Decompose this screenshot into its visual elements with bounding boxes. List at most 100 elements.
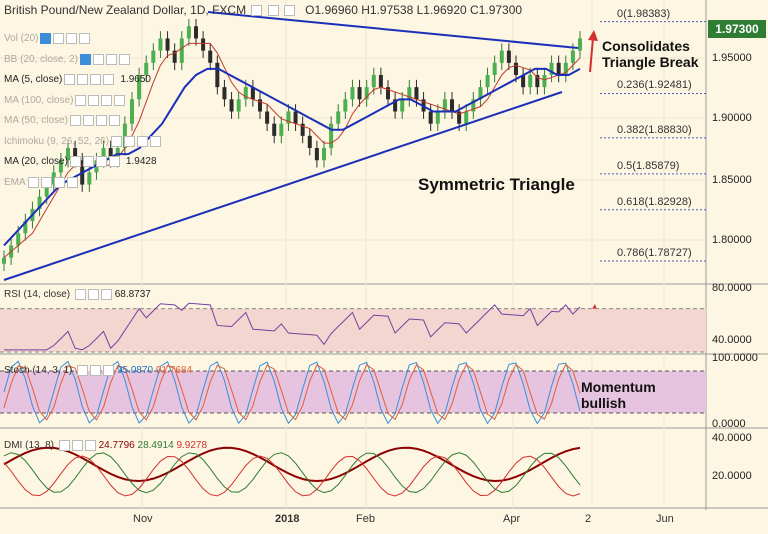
- stoch-k-line: [3, 360, 581, 425]
- close-icon[interactable]: [108, 156, 120, 167]
- indicator-legend-item[interactable]: BB (20, close, 2): [4, 53, 130, 65]
- add-icon[interactable]: [101, 94, 113, 106]
- settings-icon[interactable]: [111, 135, 123, 147]
- indicator-legend-label: Ichimoku (9, 26, 52, 26): [4, 135, 110, 147]
- close-icon[interactable]: [66, 176, 78, 188]
- dmi-plus-value: 28.4914: [137, 440, 174, 452]
- candle-body: [535, 74, 540, 88]
- settings-icon[interactable]: [27, 176, 39, 188]
- settings-icon[interactable]: [69, 156, 81, 167]
- candle-body: [208, 50, 213, 63]
- candle-body: [528, 74, 533, 88]
- settings-icon[interactable]: [79, 53, 91, 65]
- candle-body: [457, 111, 462, 124]
- eye-icon[interactable]: [71, 440, 83, 451]
- add-icon[interactable]: [137, 135, 149, 147]
- settings-icon[interactable]: [75, 94, 87, 106]
- eye-icon[interactable]: [82, 115, 94, 126]
- candle-body: [428, 111, 433, 124]
- candle-body: [73, 148, 78, 161]
- eye-icon[interactable]: [90, 365, 102, 376]
- close-icon[interactable]: [100, 289, 112, 300]
- candle-body: [393, 99, 398, 112]
- fib-level-label: 0.618(1.82928): [617, 195, 692, 208]
- price-axis-label: 1.90000: [712, 112, 752, 124]
- close-icon[interactable]: [284, 5, 296, 17]
- close-icon[interactable]: [114, 94, 126, 106]
- fib-level-label: 0(1.98383): [617, 7, 671, 20]
- settings-icon[interactable]: [69, 115, 81, 126]
- candle-body: [350, 87, 355, 100]
- settings-icon[interactable]: [58, 440, 70, 451]
- indicator-legend-item[interactable]: MA (5, close) 1.9650: [4, 74, 151, 85]
- close-icon[interactable]: [108, 115, 120, 126]
- close-icon[interactable]: [150, 135, 162, 147]
- eye-icon[interactable]: [88, 94, 100, 106]
- consolidates-annotation: Consolidates Triangle Break: [602, 38, 699, 70]
- candle-body: [549, 62, 554, 75]
- up-arrow-icon: [589, 37, 594, 73]
- indicator-legend-item[interactable]: Ichimoku (9, 26, 52, 26): [4, 135, 162, 147]
- candle-body: [215, 62, 220, 88]
- candle-body: [2, 257, 6, 264]
- eye-icon[interactable]: [82, 156, 94, 167]
- indicator-legend-item[interactable]: EMA: [4, 176, 78, 188]
- fib-level-label: 0.786(1.78727): [617, 246, 692, 259]
- close-icon[interactable]: [103, 74, 115, 85]
- settings-icon[interactable]: [64, 74, 76, 85]
- dmi-axis-label: 40.0000: [712, 432, 752, 444]
- close-icon[interactable]: [118, 53, 130, 65]
- close-icon[interactable]: [84, 440, 96, 451]
- rsi-legend: RSI (14, close) 68.8737: [4, 289, 151, 300]
- eye-icon[interactable]: [124, 135, 136, 147]
- eye-icon[interactable]: [92, 53, 104, 65]
- time-axis-label: 2: [585, 513, 592, 525]
- add-icon[interactable]: [95, 156, 107, 167]
- candle-body: [23, 221, 28, 234]
- candle-body: [165, 38, 170, 51]
- add-icon[interactable]: [105, 53, 117, 65]
- candle-body: [556, 62, 561, 75]
- candle-body: [357, 87, 362, 100]
- settings-icon[interactable]: [251, 5, 263, 17]
- ohlc-close: C1.97300: [470, 3, 523, 17]
- candle-body: [172, 50, 177, 63]
- dmi-adx-value: 24.7796: [98, 440, 135, 452]
- stoch-axis-label: 0.0000: [712, 418, 746, 430]
- candle-body: [101, 148, 106, 161]
- eye-icon[interactable]: [53, 33, 65, 44]
- add-icon[interactable]: [53, 176, 65, 188]
- dmi-label: DMI (13, 8): [4, 440, 55, 452]
- price-axis-label: 1.80000: [712, 234, 752, 246]
- upper-trendline: [207, 11, 579, 49]
- close-icon[interactable]: [103, 365, 115, 376]
- candle-body: [279, 123, 284, 136]
- stoch-d-line: [3, 363, 581, 421]
- settings-icon[interactable]: [40, 33, 52, 44]
- close-icon[interactable]: [79, 33, 91, 44]
- add-icon[interactable]: [95, 115, 107, 126]
- settings-icon[interactable]: [74, 289, 86, 300]
- candle-body: [570, 50, 575, 63]
- eye-icon[interactable]: [267, 5, 279, 17]
- dmi-minus-line: [3, 455, 581, 497]
- indicator-legend-item[interactable]: Vol (20): [4, 33, 91, 44]
- candle-body: [229, 99, 234, 112]
- eye-icon[interactable]: [40, 176, 52, 188]
- eye-icon[interactable]: [77, 74, 89, 85]
- indicator-legend-label: MA (5, close): [4, 74, 63, 86]
- candle-body: [144, 62, 149, 75]
- candle-body: [514, 62, 518, 75]
- add-icon[interactable]: [66, 33, 78, 44]
- stoch-k-value: 95.0870: [116, 365, 154, 377]
- chart-title: British Pound/New Zealand Dollar, 1D, FX…: [4, 3, 247, 17]
- last-price-badge: 1.97300: [708, 20, 766, 38]
- add-icon[interactable]: [90, 74, 102, 85]
- candle-body: [322, 148, 326, 161]
- indicator-legend-item[interactable]: MA (20, close) 1.9428: [4, 156, 157, 167]
- indicator-legend-item[interactable]: MA (50, close): [4, 115, 120, 126]
- eye-icon[interactable]: [87, 289, 99, 300]
- indicator-legend-item[interactable]: MA (100, close): [4, 94, 126, 106]
- settings-icon[interactable]: [77, 365, 89, 376]
